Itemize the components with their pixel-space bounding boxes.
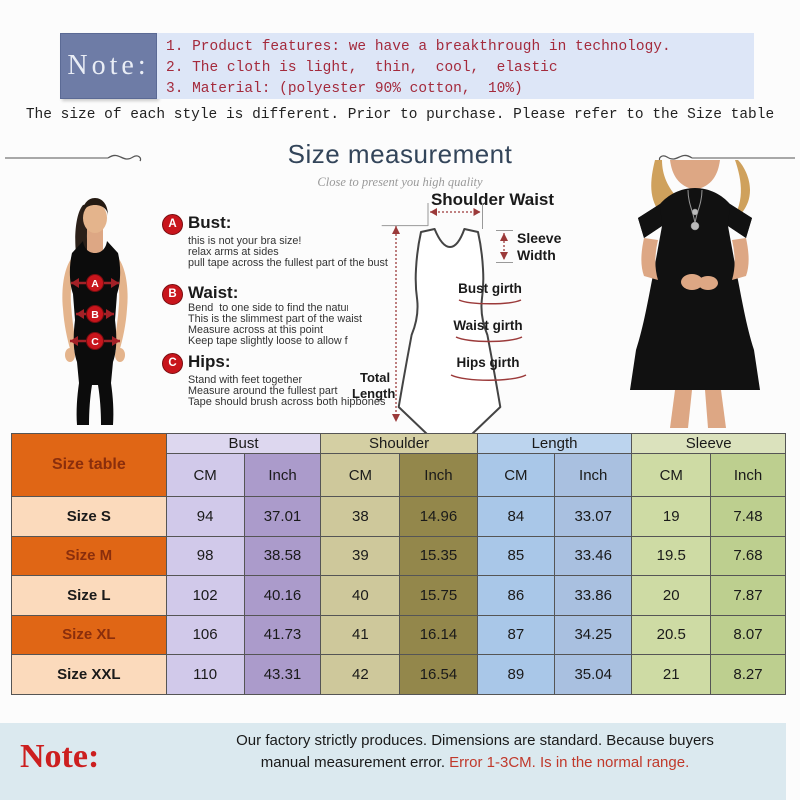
svg-text:Bust girth: Bust girth: [458, 281, 522, 296]
svg-text:Hips girth: Hips girth: [457, 355, 520, 370]
svg-text:C: C: [91, 336, 99, 348]
svg-text:Width: Width: [517, 247, 556, 263]
svg-text:Length: Length: [352, 386, 395, 401]
svg-text:B: B: [91, 309, 99, 321]
svg-text:Sleeve: Sleeve: [517, 230, 562, 246]
svg-text:A: A: [91, 278, 99, 290]
svg-text:Waist girth: Waist girth: [453, 318, 522, 333]
svg-text:Total: Total: [360, 370, 390, 385]
